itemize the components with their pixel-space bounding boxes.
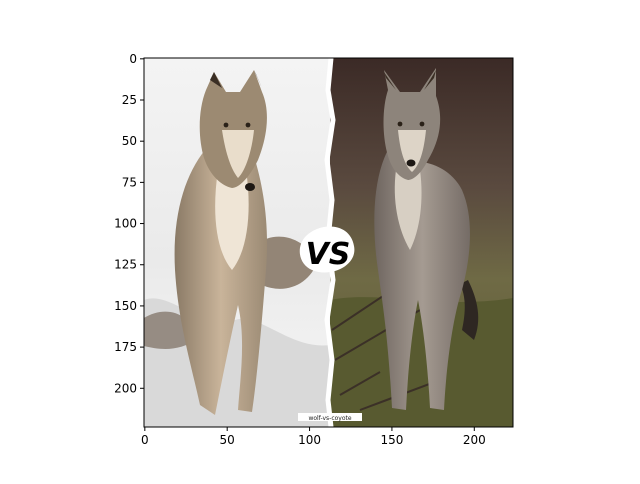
y-tick-label: 50 xyxy=(122,134,137,148)
x-tick-label: 200 xyxy=(463,433,486,447)
y-tick-label: 75 xyxy=(122,175,137,189)
x-tick-label: 100 xyxy=(298,433,321,447)
x-tick-label: 150 xyxy=(380,433,403,447)
x-axis: 0 50 100 150 200 xyxy=(141,427,486,447)
x-tick-label: 0 xyxy=(141,433,149,447)
wolf-figure xyxy=(174,70,268,415)
watermark-background xyxy=(298,413,362,421)
y-tick-label: 25 xyxy=(122,93,137,107)
y-tick-label: 200 xyxy=(114,381,137,395)
watermark-text: wolf-vs-coyote xyxy=(308,415,351,422)
vs-badge-text: VS xyxy=(306,237,351,272)
y-tick-label: 0 xyxy=(129,52,137,66)
y-tick-label: 125 xyxy=(114,258,137,272)
y-tick-label: 175 xyxy=(114,340,137,354)
vs-badge: VS xyxy=(299,226,355,273)
branch xyxy=(331,287,441,411)
y-tick-label: 150 xyxy=(114,299,137,313)
image-area: VS wolf-vs-coyote xyxy=(144,58,513,427)
x-tick-label: 50 xyxy=(220,433,235,447)
axes-frame xyxy=(143,57,514,428)
y-axis: 0 25 50 75 100 125 150 175 200 xyxy=(114,52,144,395)
y-tick-label: 100 xyxy=(114,217,137,231)
coyote-figure xyxy=(374,68,479,410)
